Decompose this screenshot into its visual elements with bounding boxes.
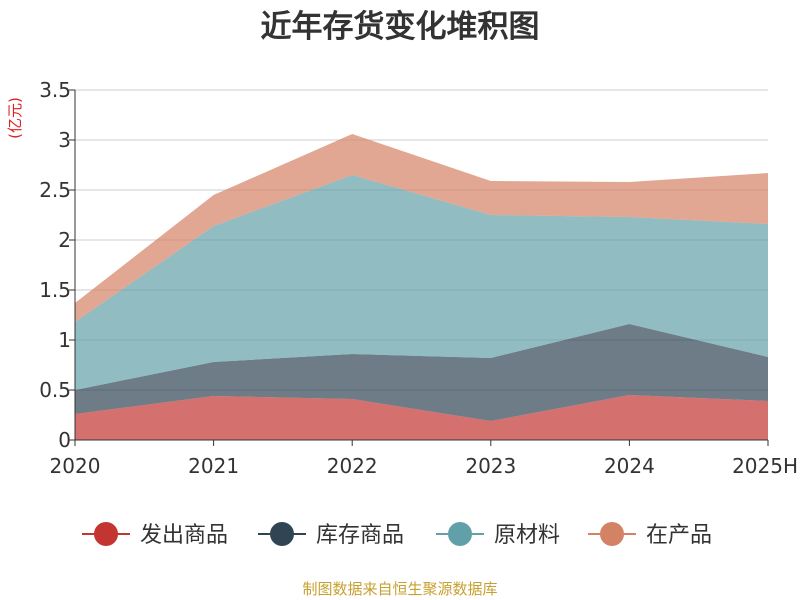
legend-item-2[interactable]: 库存商品 — [258, 522, 404, 548]
source-note: 制图数据来自恒生聚源数据库 — [302, 580, 497, 598]
area-series-3 — [75, 175, 768, 390]
area-series-layer — [75, 134, 768, 440]
legend-marker — [270, 522, 294, 546]
y-tick-label: 2 — [58, 228, 71, 252]
legend-item-1[interactable]: 发出商品 — [82, 522, 228, 548]
x-tick-label: 2021 — [188, 454, 239, 478]
y-tick-label: 2.5 — [39, 178, 71, 202]
legend-marker — [448, 522, 472, 546]
y-tick-label: 0 — [58, 428, 71, 452]
legend-label: 原材料 — [494, 523, 560, 548]
area-series-4 — [75, 134, 768, 322]
legend: 发出商品 库存商品 原材料 在产品 — [82, 522, 712, 548]
y-axis-unit-label: (亿元) — [6, 97, 24, 139]
y-tick-label: 3 — [58, 128, 71, 152]
legend-item-4[interactable]: 在产品 — [588, 522, 712, 548]
legend-label: 库存商品 — [316, 523, 404, 548]
x-tick-label: 2020 — [50, 454, 101, 478]
legend-item-3[interactable]: 原材料 — [436, 522, 560, 548]
y-tick-label: 3.5 — [39, 78, 71, 102]
legend-marker — [600, 522, 624, 546]
legend-label: 发出商品 — [140, 523, 228, 548]
x-tick-label: 2024 — [604, 454, 655, 478]
x-tick-label: 2025H — [732, 454, 798, 478]
area-series-2 — [75, 324, 768, 421]
legend-label: 在产品 — [646, 523, 712, 548]
axes: 0 0.5 1 1.5 2 2.5 3 3.5 2020 2021 2022 2023 2024 2025… — [39, 78, 798, 478]
x-tick-label: 2023 — [465, 454, 516, 478]
area-series-1 — [75, 395, 768, 440]
y-tick-label: 0.5 — [39, 378, 71, 402]
x-tick-label: 2022 — [327, 454, 378, 478]
legend-marker — [94, 522, 118, 546]
y-tick-label: 1 — [58, 328, 71, 352]
y-tick-label: 1.5 — [39, 278, 71, 302]
chart-title: 近年存货变化堆积图 — [261, 9, 540, 45]
